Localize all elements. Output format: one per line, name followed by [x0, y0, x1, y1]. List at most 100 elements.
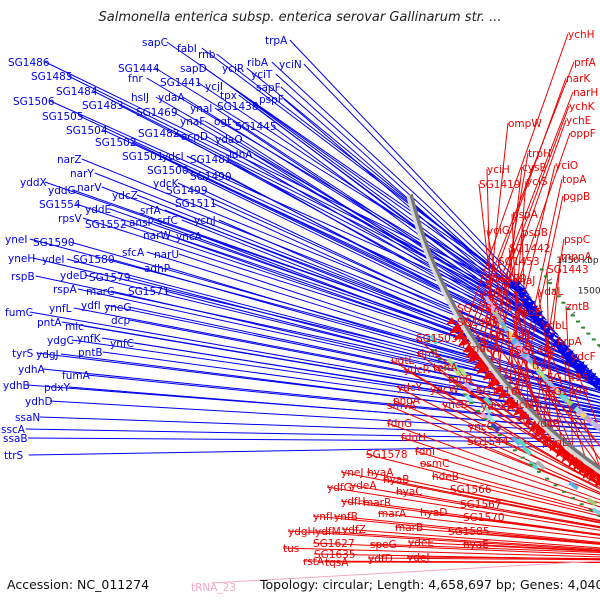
- forward-gene-label[interactable]: ssaN: [15, 412, 40, 424]
- forward-gene-label[interactable]: SG1590: [33, 237, 75, 249]
- forward-gene-label[interactable]: narZ: [57, 154, 82, 166]
- forward-gene-label[interactable]: yciN: [279, 59, 302, 71]
- reverse-gene-label[interactable]: SG1492: [515, 345, 557, 357]
- forward-gene-label[interactable]: ynfL: [49, 303, 72, 315]
- reverse-gene-label[interactable]: SG1419: [479, 179, 521, 191]
- forward-gene-label[interactable]: sapD: [180, 63, 207, 75]
- forward-gene-label[interactable]: tpx: [220, 90, 237, 102]
- reverse-gene-label[interactable]: speG: [370, 539, 397, 551]
- reverse-gene-label[interactable]: hdeB: [432, 471, 459, 483]
- forward-gene-label[interactable]: narY: [70, 168, 94, 180]
- reverse-gene-label[interactable]: ychE: [566, 115, 591, 127]
- forward-gene-label[interactable]: srfA: [140, 205, 161, 217]
- reverse-gene-label[interactable]: ynbE: [515, 307, 541, 319]
- forward-gene-label[interactable]: pntB: [78, 347, 103, 359]
- forward-gene-label[interactable]: ynfC: [110, 338, 134, 350]
- forward-gene-label[interactable]: narU: [154, 249, 179, 261]
- reverse-gene-label[interactable]: trpH: [528, 148, 551, 160]
- forward-gene-label[interactable]: yddX: [20, 177, 47, 189]
- forward-gene-label[interactable]: SG1444: [118, 63, 160, 75]
- forward-gene-label[interactable]: SG1502: [95, 137, 137, 149]
- forward-gene-label[interactable]: ogt: [214, 116, 231, 128]
- reverse-gene-label[interactable]: SG1585: [448, 526, 490, 538]
- forward-gene-label[interactable]: yciT: [251, 69, 273, 81]
- forward-gene-label[interactable]: fnr: [128, 73, 143, 85]
- reverse-gene-label[interactable]: SG1495: [547, 372, 589, 384]
- reverse-gene-label[interactable]: ydbH: [480, 288, 507, 300]
- reverse-gene-label[interactable]: osmC: [420, 458, 449, 470]
- forward-gene-label[interactable]: SG1484: [56, 86, 98, 98]
- forward-gene-label[interactable]: yciR: [222, 63, 244, 75]
- reverse-gene-label[interactable]: rstA: [303, 556, 325, 568]
- reverse-gene-label[interactable]: SG1567: [460, 499, 502, 511]
- forward-gene-label[interactable]: ycnJ: [194, 215, 216, 227]
- reverse-gene-label[interactable]: pdgL: [542, 437, 568, 449]
- reverse-gene-label[interactable]: SG1491: [490, 330, 532, 342]
- forward-gene-label[interactable]: fabI: [177, 43, 197, 55]
- forward-gene-label[interactable]: SG1505: [42, 111, 84, 123]
- forward-gene-label[interactable]: SG1500: [147, 165, 189, 177]
- forward-gene-label[interactable]: ansP: [129, 217, 154, 229]
- forward-gene-label[interactable]: hslJ: [131, 92, 149, 104]
- reverse-gene-label[interactable]: SG1442: [509, 243, 551, 255]
- forward-gene-label[interactable]: ynaF: [180, 116, 205, 128]
- forward-gene-label[interactable]: rpsV: [58, 213, 82, 225]
- forward-gene-label[interactable]: ydeD: [60, 270, 87, 282]
- reverse-gene-label[interactable]: tqsA: [325, 557, 349, 569]
- reverse-gene-label[interactable]: zntB: [566, 301, 590, 313]
- forward-gene-label[interactable]: fumC: [5, 307, 33, 319]
- reverse-gene-label[interactable]: SG1503: [416, 333, 458, 345]
- forward-gene-label[interactable]: SG1445: [235, 121, 277, 133]
- forward-gene-label[interactable]: rnb: [198, 49, 216, 61]
- forward-gene-label[interactable]: trpA: [265, 35, 288, 47]
- reverse-gene-label[interactable]: hrpA: [557, 336, 583, 348]
- reverse-gene-label[interactable]: hyaA: [367, 467, 394, 479]
- reverse-gene-label[interactable]: ynfI: [313, 511, 333, 523]
- reverse-gene-label[interactable]: marB: [395, 522, 423, 534]
- reverse-gene-label[interactable]: SG1453: [498, 256, 540, 268]
- reverse-gene-label[interactable]: SG1487: [457, 303, 499, 315]
- reverse-gene-label[interactable]: pgpB: [563, 191, 590, 203]
- forward-gene-label[interactable]: SG1504: [66, 125, 108, 137]
- reverse-gene-label[interactable]: trg: [532, 360, 547, 372]
- reverse-gene-label[interactable]: yncB: [442, 399, 468, 411]
- reverse-gene-label[interactable]: yciO: [555, 160, 578, 172]
- reverse-gene-label[interactable]: hyaE: [463, 539, 489, 551]
- reverse-gene-label[interactable]: ydeJ: [407, 552, 429, 564]
- forward-gene-label[interactable]: yneG: [104, 302, 131, 314]
- reverse-gene-label[interactable]: hyaB: [383, 474, 410, 486]
- reverse-gene-label[interactable]: SG1443: [547, 264, 589, 276]
- reverse-gene-label[interactable]: mppA: [561, 251, 593, 263]
- reverse-gene-label[interactable]: SG1566: [450, 484, 492, 496]
- reverse-gene-label[interactable]: yciG: [487, 225, 510, 237]
- forward-gene-label[interactable]: ydeI: [42, 254, 64, 266]
- forward-gene-label[interactable]: fumA: [62, 370, 91, 382]
- forward-gene-label[interactable]: SG1554: [39, 199, 81, 211]
- forward-gene-label[interactable]: yncA: [176, 231, 203, 243]
- reverse-gene-label[interactable]: tehA: [433, 362, 458, 374]
- forward-gene-label[interactable]: ydhA: [18, 364, 46, 376]
- forward-gene-label[interactable]: ydcZ: [112, 190, 138, 202]
- reverse-gene-label[interactable]: ydaL: [538, 286, 563, 298]
- reverse-gene-label[interactable]: SG1570: [463, 512, 505, 524]
- forward-gene-label[interactable]: SG1483: [82, 100, 124, 112]
- forward-gene-label[interactable]: ydaA: [158, 92, 185, 104]
- forward-gene-label[interactable]: ssaB: [3, 433, 28, 445]
- reverse-gene-label[interactable]: SG1489: [457, 317, 499, 329]
- reverse-gene-label[interactable]: ydcW: [430, 384, 460, 396]
- forward-gene-label[interactable]: SG1490: [190, 171, 232, 183]
- forward-gene-label[interactable]: yddE: [85, 204, 111, 216]
- forward-gene-label[interactable]: mlc: [65, 321, 84, 333]
- forward-gene-label[interactable]: yneH: [8, 253, 35, 265]
- forward-gene-label[interactable]: ribA: [247, 57, 269, 69]
- forward-gene-label[interactable]: acpD: [181, 131, 208, 143]
- forward-gene-label[interactable]: SG1552: [85, 219, 127, 231]
- reverse-gene-label[interactable]: SG1498: [547, 386, 589, 398]
- forward-gene-label[interactable]: ydhB: [3, 380, 30, 392]
- reverse-gene-label[interactable]: ydcX: [481, 401, 507, 413]
- forward-gene-label[interactable]: rspB: [11, 271, 35, 283]
- reverse-gene-label[interactable]: oppF: [570, 128, 596, 140]
- forward-gene-label[interactable]: yneI: [5, 234, 27, 246]
- trna-label[interactable]: tRNA_23: [191, 582, 236, 594]
